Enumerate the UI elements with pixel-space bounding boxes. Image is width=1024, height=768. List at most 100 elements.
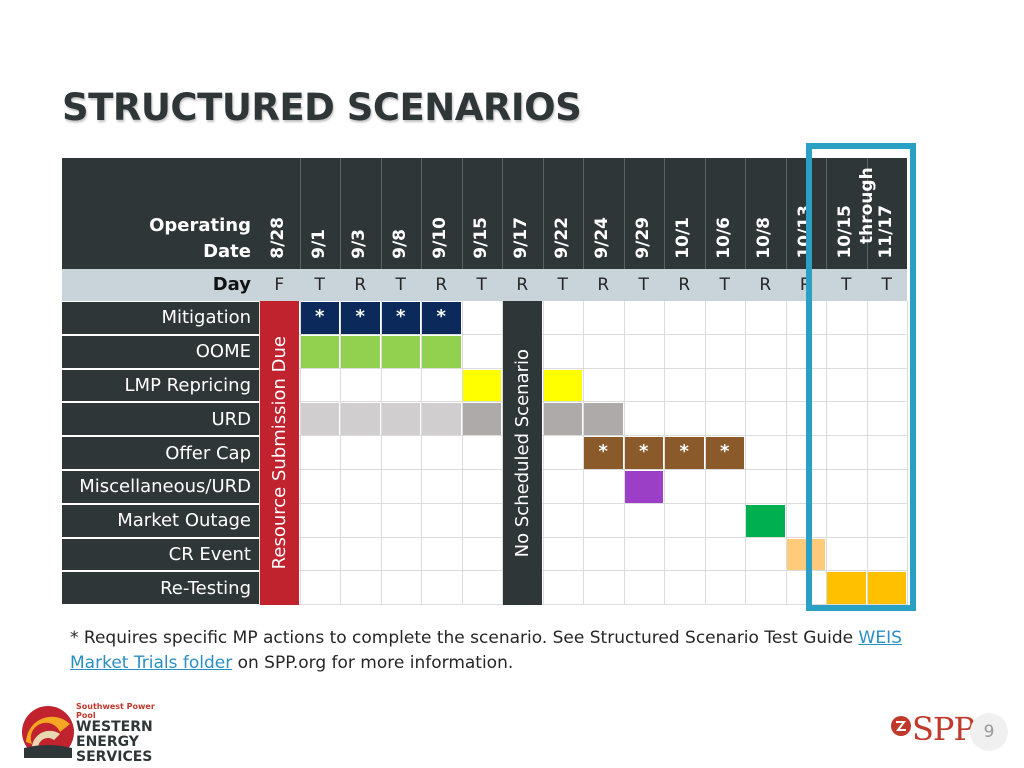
western-energy-services-logo: Southwest Power Pool WESTERN ENERGY SERV… — [20, 702, 170, 765]
operating-date-label: Operating Date — [62, 213, 251, 265]
scenario-cell — [867, 572, 906, 605]
column-banner-resource-submission-due: Resource Submission Due — [260, 301, 299, 606]
day-letter: R — [678, 275, 691, 295]
required-action-star: * — [639, 441, 649, 463]
scenario-cell — [422, 403, 461, 436]
scenario-cell — [381, 335, 420, 368]
column-divider — [704, 301, 706, 606]
scenario-cell — [381, 302, 420, 334]
row-label-market-outage: Market Outage — [62, 504, 259, 537]
scenario-cell — [422, 302, 461, 334]
header-column-divider — [826, 158, 827, 269]
scenario-cell — [584, 437, 623, 469]
row-label-oome: OOME — [62, 335, 259, 368]
scenario-cell — [665, 437, 704, 469]
day-letter: R — [516, 275, 529, 295]
day-letter: R — [597, 275, 610, 295]
scenario-cell — [786, 538, 825, 571]
column-divider — [664, 301, 665, 606]
header-column-divider — [704, 158, 706, 269]
wes-line-1: WESTERN — [76, 719, 153, 735]
scenario-cell — [341, 403, 380, 436]
date-header-9-8: 9/8 — [389, 229, 410, 259]
page-number: 9 — [970, 713, 1008, 751]
header-column-divider — [785, 158, 787, 269]
date-header-9-3: 9/3 — [349, 229, 370, 259]
day-letter: T — [841, 275, 852, 295]
header-row — [62, 158, 907, 269]
row-label-mitigation: Mitigation — [62, 302, 259, 334]
footnote-suffix: on SPP.org for more information. — [232, 653, 514, 673]
column-divider — [340, 301, 341, 606]
day-letter: T — [881, 275, 892, 295]
scenario-cell — [462, 369, 501, 402]
row-label-cr-event: CR Event — [62, 538, 259, 571]
row-label-offer-cap: Offer Cap — [62, 437, 259, 469]
column-divider — [785, 301, 787, 606]
column-divider — [542, 301, 544, 606]
operating-label-line2: Date — [203, 241, 251, 262]
required-action-star: * — [396, 306, 406, 327]
day-letter: R — [435, 275, 448, 295]
date-header-9-10: 9/10 — [430, 217, 451, 259]
scenario-cell — [543, 403, 582, 436]
day-letter: R — [759, 275, 772, 295]
date-header-8-28: 8/28 — [268, 217, 289, 259]
column-divider — [866, 301, 868, 606]
column-divider — [745, 301, 746, 606]
header-column-divider — [340, 158, 341, 269]
day-letter: T — [476, 275, 487, 295]
header-column-divider — [583, 158, 584, 269]
footnote-prefix: * Requires specific MP actions to comple… — [70, 628, 859, 648]
scenario-cell — [624, 471, 663, 503]
date-header-9-24: 9/24 — [592, 217, 613, 259]
column-banner-no-scheduled-scenario: No Scheduled Scenario — [503, 301, 542, 606]
column-divider — [259, 301, 260, 606]
spp-logo: SPP — [890, 710, 975, 750]
operating-label-line1: Operating — [149, 215, 251, 236]
footnote: * Requires specific MP actions to comple… — [70, 626, 950, 676]
row-label-lmp-repricing: LMP Repricing — [62, 369, 259, 402]
row-label-re-testing: Re-Testing — [62, 572, 259, 605]
column-divider — [826, 301, 827, 606]
column-divider — [421, 301, 422, 606]
wes-sunrise-icon — [22, 706, 74, 758]
scenario-cell — [705, 437, 744, 469]
date-header-10-1: 10/1 — [673, 217, 694, 259]
column-banner-text: No Scheduled Scenario — [511, 348, 533, 558]
date-header-9-1: 9/1 — [308, 229, 329, 259]
column-divider — [623, 301, 625, 606]
weis-market-trials-link[interactable]: WEIS Market Trials folder — [70, 628, 902, 673]
scenario-cell — [746, 504, 785, 537]
day-letter: R — [354, 275, 367, 295]
scenario-schedule-table: Operating Date Day 8/28 F 9/1 T 9/3 R 9/8 T 9/10 R 9/… — [62, 158, 960, 606]
required-action-star: * — [598, 441, 608, 463]
day-label: Day — [212, 274, 251, 295]
column-banner-text: Resource Submission Due — [268, 336, 290, 570]
date-header-9-22: 9/22 — [551, 217, 572, 259]
column-divider — [461, 301, 463, 606]
scenario-cell — [827, 572, 866, 605]
date-header-10-8: 10/8 — [754, 217, 775, 259]
day-letter: F — [274, 275, 285, 295]
scenario-cell — [341, 302, 380, 334]
row-label-miscellaneous-urd: Miscellaneous/URD — [62, 471, 259, 503]
slide-title: STRUCTURED SCENARIOS — [62, 86, 582, 129]
header-column-divider — [866, 158, 868, 269]
date-header-9-29: 9/29 — [632, 217, 653, 259]
scenario-cell — [300, 403, 339, 436]
day-letter: T — [314, 275, 325, 295]
required-action-star: * — [315, 306, 325, 327]
scenario-cell — [584, 403, 623, 436]
scenario-cell — [543, 369, 582, 402]
wes-tagline: Southwest Power Pool — [76, 702, 155, 720]
header-column-divider — [421, 158, 422, 269]
day-letter: T — [638, 275, 649, 295]
required-action-star: * — [679, 441, 689, 463]
header-column-divider — [664, 158, 665, 269]
wes-line-2: ENERGY — [76, 734, 139, 750]
required-action-star: * — [355, 306, 365, 327]
day-letter: T — [719, 275, 730, 295]
scenario-cell — [624, 437, 663, 469]
row-label-urd: URD — [62, 403, 259, 436]
